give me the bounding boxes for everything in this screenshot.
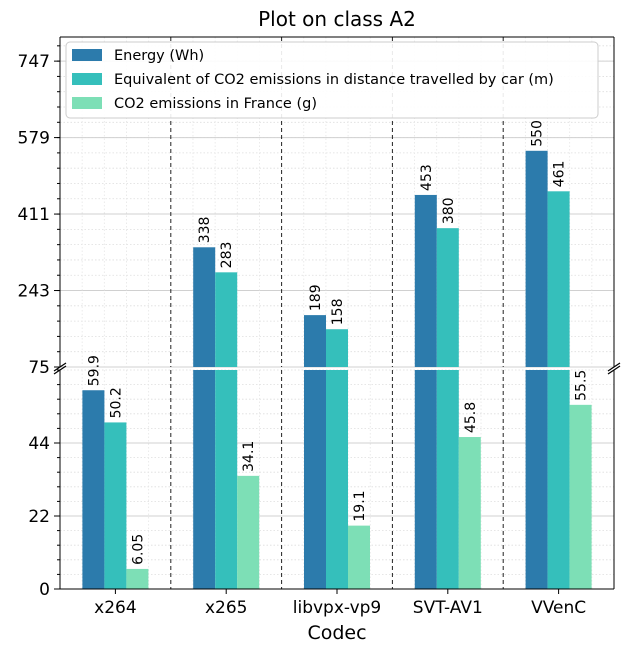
- axis-break-mark: [607, 365, 621, 375]
- bar-value-label: 6.05: [130, 534, 146, 565]
- legend-swatch: [72, 49, 102, 61]
- bar: [193, 247, 216, 367]
- bar: [547, 191, 570, 367]
- bar-value-label: 19.1: [352, 490, 368, 521]
- bar: [458, 437, 481, 589]
- bar-value-label: 461: [552, 161, 568, 188]
- bar: [82, 390, 105, 589]
- bar-value-label: 283: [219, 242, 235, 269]
- bar: [237, 475, 260, 589]
- legend-swatch: [72, 73, 102, 85]
- legend-entry: Energy (Wh): [114, 48, 204, 64]
- legend: Energy (Wh) Equivalent of CO2 emissions i…: [65, 41, 599, 119]
- bar-value-label: 59.9: [86, 355, 102, 386]
- legend-entry: CO2 emissions in France (g): [114, 96, 317, 112]
- bar-value-label: 158: [330, 298, 346, 325]
- x-axis-title: Codec: [307, 622, 366, 644]
- y-tick-label: 22: [28, 507, 50, 527]
- bar-value-label: 338: [197, 217, 213, 244]
- bar-value-label: 550: [530, 120, 546, 147]
- y-tick-label: 411: [18, 205, 50, 225]
- y-tick-label: 579: [18, 129, 50, 149]
- x-tick-label: libvpx-vp9: [293, 598, 382, 618]
- bar-lower-segment: [414, 370, 437, 589]
- bar-lower-segment: [436, 370, 459, 589]
- bar-lower-segment: [304, 370, 326, 589]
- bar: [326, 329, 348, 367]
- bar-value-label: 34.1: [241, 441, 257, 472]
- chart-title: Plot on class A2: [258, 7, 416, 31]
- x-tick-label: SVT-AV1: [413, 598, 483, 618]
- bar-value-label: 380: [441, 197, 457, 224]
- bar-lower-segment: [547, 370, 570, 589]
- axis-break-mark: [607, 362, 621, 372]
- bar-value-label: 50.2: [108, 387, 124, 418]
- legend-entry: Equivalent of CO2 emissions in distance …: [114, 72, 554, 88]
- x-tick-label: x264: [94, 598, 137, 618]
- bar-value-label: 453: [419, 164, 435, 191]
- y-tick-label: 44: [28, 434, 50, 454]
- x-tick-label: x265: [205, 598, 248, 618]
- bar: [569, 404, 592, 589]
- bar: [348, 525, 370, 589]
- bar: [436, 228, 459, 367]
- bar: [126, 568, 149, 589]
- bar: [414, 194, 437, 367]
- legend-swatch: [72, 97, 102, 109]
- bar: [215, 272, 238, 367]
- bar-lower-segment: [525, 370, 548, 589]
- bar: [525, 150, 548, 367]
- bar-value-label: 189: [308, 284, 324, 311]
- y-tick-label: 75: [28, 358, 50, 378]
- y-tick-label: 243: [18, 282, 50, 302]
- legend-frame: [65, 41, 599, 119]
- x-tick-label: VVenC: [531, 598, 586, 618]
- bar-lower-segment: [215, 370, 238, 589]
- y-tick-label: 0: [39, 580, 50, 600]
- bar-lower-segment: [326, 370, 348, 589]
- bar: [304, 315, 326, 367]
- bar-value-label: 45.8: [463, 402, 479, 433]
- bar-lower-segment: [193, 370, 216, 589]
- y-tick-label: 747: [18, 52, 50, 72]
- bar: [104, 422, 127, 589]
- bar-value-label: 55.5: [574, 370, 590, 401]
- plot-area: 59.9 338 189 453 550 50.2 283 158 380 461 6.05 34.1…: [18, 36, 621, 618]
